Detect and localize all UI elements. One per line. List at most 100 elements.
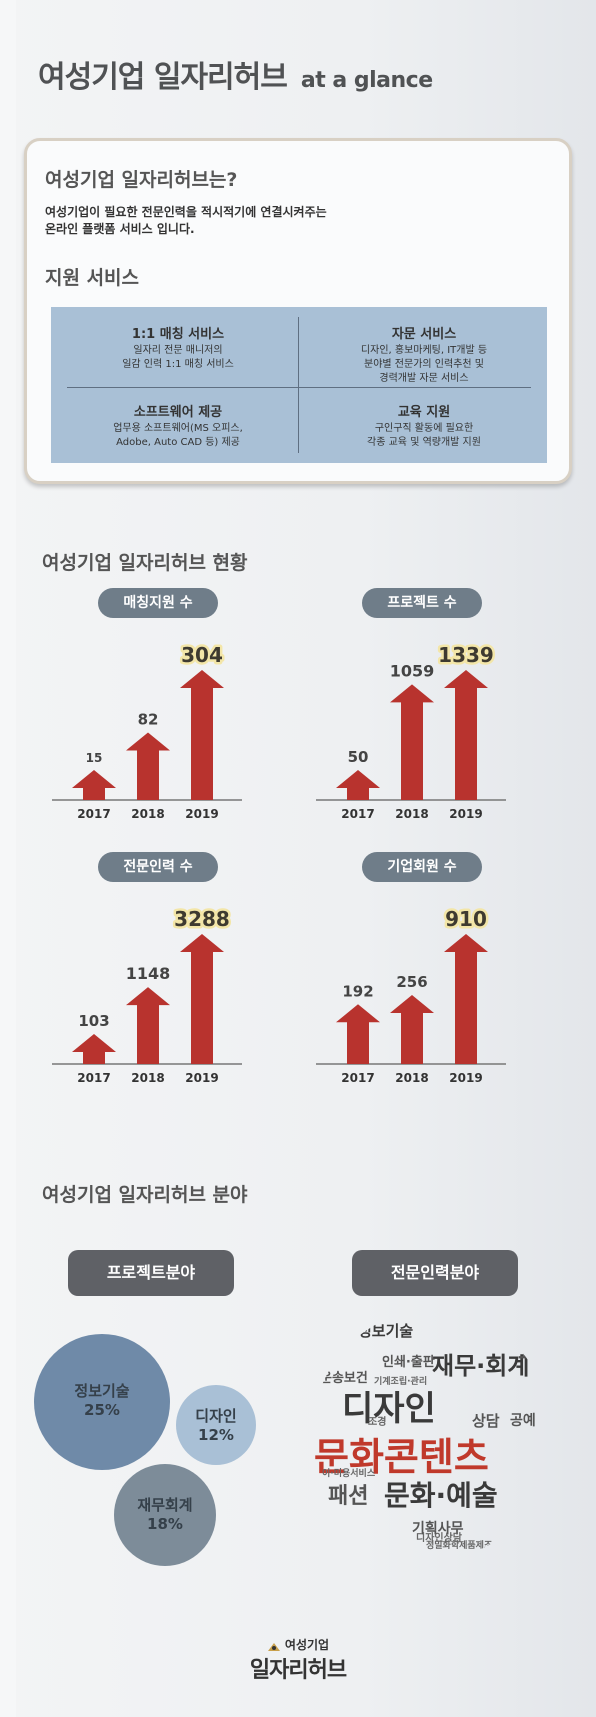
bubble-percent: 25% <box>84 1401 120 1419</box>
word-beauty: 이·미용서비스 <box>322 1469 376 1479</box>
bar-arrow-2019 <box>180 670 224 800</box>
value-label-2017: 103 <box>78 1012 109 1030</box>
service-desc: 구인구직 활동에 필요한 각종 교육 및 역량개발 지원 <box>367 423 481 448</box>
chart-matching-svg: 15 2017 82 2018 304 2019 <box>52 641 242 821</box>
services-divider-vertical <box>298 317 299 453</box>
services-heading: 지원 서비스 <box>45 267 140 289</box>
chart-members-svg: 192 2017 256 2018 910 2019 <box>316 905 506 1085</box>
service-title: 교육 지원 <box>397 405 451 420</box>
left-stripe <box>0 0 16 1717</box>
value-label-2019: 1339 <box>438 643 494 667</box>
word-fashion: 패션 <box>328 1484 369 1509</box>
word-landscape: 조경 <box>368 1417 387 1428</box>
title-subtitle: at a glance <box>300 68 433 93</box>
page-title: 여성기업 일자리허브 at a glance <box>38 52 433 96</box>
chart-title-matching: 매칭지원 수 <box>98 588 218 618</box>
word-transport: 운송보건 <box>320 1371 368 1386</box>
intro-card: 여성기업 일자리허브는? 여성기업이 필요한 전문인력을 적시적기에 연결시켜주… <box>24 138 572 484</box>
x-tick-2018: 2018 <box>395 1071 428 1085</box>
chart-title-experts: 전문인력 수 <box>98 852 218 882</box>
word-info-tech: 정보기술 <box>358 1322 414 1340</box>
x-tick-2018: 2018 <box>131 807 164 821</box>
chart-experts: 103 2017 1148 2018 3288 2019 <box>52 892 272 1085</box>
bubble-name: 디자인 <box>195 1407 237 1425</box>
bar-arrow-2018 <box>126 732 170 800</box>
word-crafts: 공예 <box>510 1413 536 1429</box>
service-software: 소프트웨어 제공 업무용 소프트웨어(MS 오피스, Adobe, Auto C… <box>63 401 293 450</box>
bar-arrow-2017 <box>72 1034 116 1064</box>
chart-title-projects: 프로젝트 수 <box>362 588 482 618</box>
logo-small-text: 여성기업 <box>284 1638 330 1652</box>
service-title: 1:1 매칭 서비스 <box>131 327 225 342</box>
bar-arrow-2017 <box>336 770 380 800</box>
word-finance: 재무·회계 <box>432 1352 530 1380</box>
chart-projects-svg: 50 2017 1059 2018 1339 2019 <box>316 641 506 821</box>
bubble-name: 정보기술 <box>74 1382 130 1400</box>
chart-experts-svg: 103 2017 1148 2018 3288 2019 <box>52 905 242 1085</box>
bubble-design: 디자인 12% <box>176 1385 256 1465</box>
word-culture-content: 문화콘텐츠 <box>314 1435 489 1479</box>
services-grid: 1:1 매칭 서비스 일자리 전문 매니저의 일감 인력 1:1 매칭 서비스 … <box>51 307 547 463</box>
x-tick-2019: 2019 <box>185 807 218 821</box>
x-tick-2018: 2018 <box>395 807 428 821</box>
chart-projects: 50 2017 1059 2018 1339 2019 <box>316 628 536 821</box>
bar-arrow-2019 <box>444 934 488 1064</box>
title-text: 여성기업 일자리허브 <box>38 60 288 95</box>
bubble-percent: 12% <box>198 1426 234 1444</box>
intro-description: 여성기업이 필요한 전문인력을 적시적기에 연결시켜주는 온라인 플랫폼 서비스… <box>45 205 327 236</box>
service-consulting: 자문 서비스 디자인, 홍보마케팅, IT개발 등 분야별 전문가의 인력추천 … <box>309 323 539 386</box>
bar-arrow-2018 <box>126 987 170 1064</box>
logo-mark-icon <box>267 1641 281 1651</box>
footer-logo-large: 일자리허브 <box>249 1658 347 1683</box>
chart-members: 192 2017 256 2018 910 2019 <box>316 892 536 1085</box>
word-planning: 기획사무 <box>412 1521 464 1537</box>
word-printing: 인쇄·출판 <box>382 1355 435 1370</box>
status-heading: 여성기업 일자리허브 현황 <box>42 552 248 574</box>
bar-arrow-2017 <box>336 1004 380 1064</box>
service-matching: 1:1 매칭 서비스 일자리 전문 매니저의 일감 인력 1:1 매칭 서비스 <box>63 323 293 372</box>
expert-word-cloud: 문화콘텐츠 디자인 문화·예술 재무·회계 정보기술 교육 패션 인쇄·출판 기… <box>312 1310 552 1560</box>
x-tick-2017: 2017 <box>341 1071 374 1085</box>
value-label-2019: 910 <box>445 907 487 931</box>
intro-heading: 여성기업 일자리허브는? <box>45 169 238 191</box>
project-fields-tab[interactable]: 프로젝트분야 <box>68 1250 234 1296</box>
value-label-2017: 192 <box>342 982 373 1000</box>
word-culture-arts: 문화·예술 <box>384 1479 498 1512</box>
bubble-percent: 18% <box>147 1515 183 1533</box>
fields-heading: 여성기업 일자리허브 분야 <box>42 1184 248 1206</box>
word-machine: 기계조립·관리 <box>374 1377 428 1387</box>
value-label-2018: 256 <box>396 973 427 991</box>
x-tick-2017: 2017 <box>77 1071 110 1085</box>
word-school-edu: 학교교육 <box>490 1317 524 1327</box>
chart-matching: 15 2017 82 2018 304 2019 <box>52 628 272 821</box>
x-tick-2019: 2019 <box>449 1071 482 1085</box>
word-chemical: 정밀화학제품제조 <box>426 1541 493 1551</box>
x-tick-2017: 2017 <box>77 807 110 821</box>
x-tick-2019: 2019 <box>449 807 482 821</box>
bar-arrow-2019 <box>444 670 488 800</box>
service-desc: 디자인, 홍보마케팅, IT개발 등 분야별 전문가의 인력추천 및 경력개발 … <box>360 345 488 384</box>
bar-arrow-2018 <box>390 995 434 1064</box>
value-label-2017: 15 <box>86 751 103 765</box>
bar-arrow-2019 <box>180 934 224 1064</box>
bar-arrow-2017 <box>72 770 116 800</box>
bubble-info-tech: 정보기술 25% <box>34 1334 170 1470</box>
service-title: 자문 서비스 <box>391 327 457 342</box>
word-design-counsel: 디자인상담 <box>416 1533 462 1544</box>
word-design: 디자인 <box>342 1389 436 1429</box>
word-education: 교육 <box>518 1340 552 1365</box>
x-tick-2019: 2019 <box>185 1071 218 1085</box>
service-education: 교육 지원 구인구직 활동에 필요한 각종 교육 및 역량개발 지원 <box>309 401 539 450</box>
word-counseling: 상담 <box>472 1412 500 1430</box>
service-desc: 업무용 소프트웨어(MS 오피스, Adobe, Auto CAD 등) 제공 <box>113 423 243 448</box>
bar-arrow-2018 <box>390 684 434 800</box>
value-label-2019: 304 <box>181 643 223 667</box>
service-title: 소프트웨어 제공 <box>133 405 223 420</box>
services-divider-horizontal <box>67 387 531 388</box>
value-label-2017: 50 <box>348 748 369 766</box>
service-desc: 일자리 전문 매니저의 일감 인력 1:1 매칭 서비스 <box>122 345 234 370</box>
x-tick-2018: 2018 <box>131 1071 164 1085</box>
value-label-2018: 1059 <box>390 661 435 680</box>
expert-fields-tab[interactable]: 전문인력분야 <box>352 1250 518 1296</box>
x-tick-2017: 2017 <box>341 807 374 821</box>
